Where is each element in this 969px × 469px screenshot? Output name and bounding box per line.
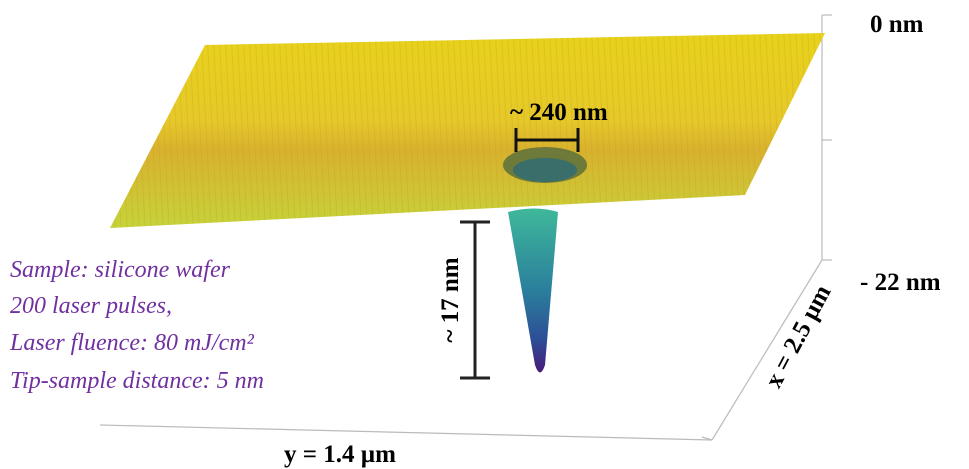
z-bottom-label: - 22 nm [860, 269, 941, 296]
depth-bar [460, 220, 490, 380]
crater-inner [513, 158, 577, 182]
width-bar [514, 128, 580, 152]
pit [508, 208, 558, 373]
note-line: Tip-sample distance: 5 nm [10, 368, 264, 394]
width-label: ~ 240 nm [510, 99, 608, 126]
depth-label: ~ 17 nm [437, 257, 464, 342]
note-line: Laser fluence: 80 mJ/cm² [9, 330, 255, 356]
note-line: Sample: silicone wafer [10, 257, 231, 283]
x-axis-label: x = 2.5 µm [760, 281, 836, 393]
axis-frame [99, 14, 832, 441]
z-top-label: 0 nm [870, 11, 924, 38]
note-line: 200 laser pulses, [10, 293, 172, 319]
y-axis-label: y = 1.4 µm [284, 441, 396, 468]
surface-texture [110, 33, 825, 228]
